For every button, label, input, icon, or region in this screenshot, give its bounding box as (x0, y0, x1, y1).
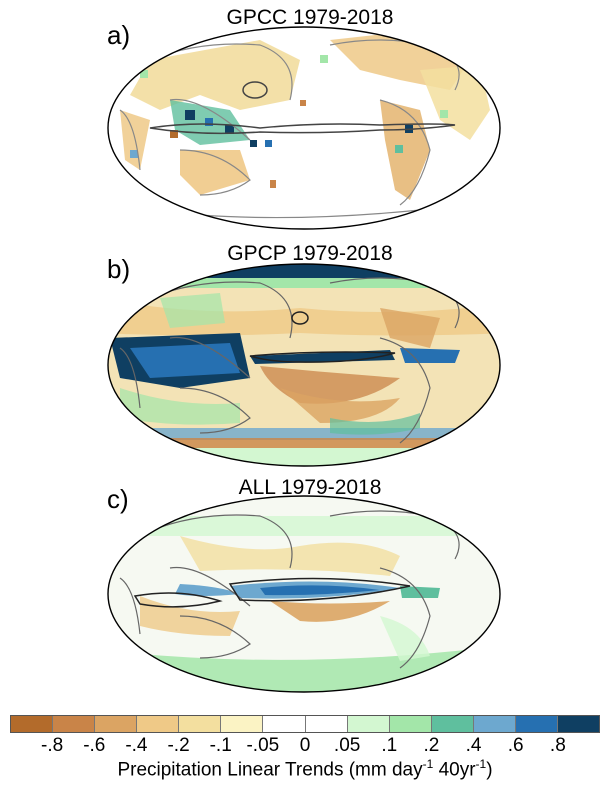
map-border (107, 26, 501, 230)
panel-a: a) GPCC 1979-2018 (0, 0, 610, 238)
colorbar-ticks: -.8 -.6 -.4 -.2 -.1 -.05 0 .05 .1 .2 .4 .6 .8 (10, 735, 600, 756)
panel-label: b) (107, 254, 131, 284)
colorbar-tick-label: -.4 (125, 735, 148, 756)
colorbar-tick-label: -.8 (41, 735, 64, 756)
colorbar-title: Precipitation Linear Trends (mm day-1 40… (0, 757, 610, 781)
colorbar-swatch (305, 716, 348, 732)
colorbar-title-sup1: -1 (422, 757, 434, 771)
panel-title: GPCC 1979-2018 (226, 6, 394, 29)
panel-title: ALL 1979-2018 (238, 476, 382, 499)
colorbar (10, 715, 600, 733)
colorbar-tick-label: .05 (333, 735, 361, 756)
colorbar-tick-label: .4 (465, 735, 482, 756)
colorbar-title-middle: 40yr (433, 759, 476, 781)
panel-c: c) ALL 1979-2018 (0, 476, 610, 702)
colorbar-swatch (558, 716, 600, 732)
colorbar-swatch (95, 716, 138, 732)
colorbar-swatch (137, 716, 180, 732)
colorbar-tick-label: 0 (299, 735, 311, 756)
colorbar-tick-label: .6 (507, 735, 524, 756)
contours (249, 311, 396, 363)
panel-label: a) (107, 20, 131, 50)
colorbar-tick-label: .1 (381, 735, 398, 756)
colorbar-tick-label: -.1 (209, 735, 232, 756)
colorbar-swatch (389, 716, 432, 732)
colorbar-swatch (221, 716, 264, 732)
panel-title: GPCP 1979-2018 (227, 242, 393, 265)
map-border (107, 495, 501, 693)
colorbar-title-sup2: -1 (475, 757, 487, 771)
colorbar-tick-label: -.2 (167, 735, 190, 756)
panel-label: c) (107, 484, 129, 514)
colorbar-title-prefix: Precipitation Linear Trends (mm day (117, 759, 423, 781)
colorbar-swatch (347, 716, 390, 732)
colorbar-title-suffix: ) (486, 759, 493, 781)
colorbar-swatch (515, 716, 559, 732)
colorbar-tick-label: .2 (423, 735, 440, 756)
colorbar-tick-label: .8 (549, 735, 566, 756)
colorbar-tick-label: -.05 (246, 735, 280, 756)
colorbar-swatch (11, 716, 54, 732)
colorbar-swatch (263, 716, 306, 732)
colorbar-swatch (179, 716, 222, 732)
map-gpcp (107, 263, 501, 467)
contours (133, 577, 411, 608)
colorbar-swatch (53, 716, 96, 732)
colorbar-swatch (473, 716, 516, 732)
colorbar-tick-label: -.6 (83, 735, 106, 756)
colorbar-swatch (431, 716, 474, 732)
map-gpcc (107, 26, 501, 230)
map-all (107, 495, 501, 693)
contours (149, 81, 456, 135)
panel-b: b) GPCP 1979-2018 (0, 238, 610, 476)
map-border (107, 263, 501, 467)
